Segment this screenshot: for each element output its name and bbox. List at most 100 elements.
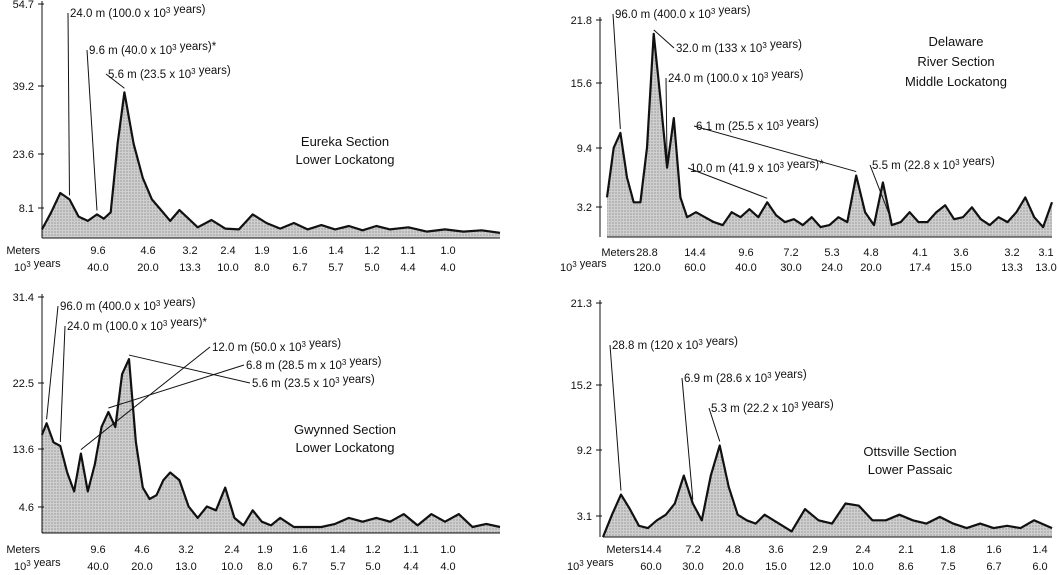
x-tick-label: 12.0 — [809, 561, 830, 573]
y-tick-label: 8.1 — [19, 203, 34, 215]
x-tick-label: 20.0 — [131, 561, 152, 573]
x-tick-label: 3.2 — [182, 245, 197, 257]
annotation-leader — [681, 377, 694, 500]
x-tick-label: 4.6 — [134, 544, 149, 556]
x-tick-label: 1.9 — [254, 245, 269, 257]
x-tick-label: 1.9 — [257, 544, 272, 556]
x-tick-label: 10.0 — [221, 561, 242, 573]
peak-annotation: 9.6 m (40.0 x 103 years)* — [89, 41, 217, 57]
peak-annotation: 12.0 m (50.0 x 103 years) — [212, 338, 341, 354]
x-tick-label: 5.7 — [330, 561, 345, 573]
annotation-leader — [665, 77, 668, 164]
x-tick-label: 1.0 — [440, 245, 455, 257]
x-tick-label: 60.0 — [684, 262, 705, 274]
x-tick-label: 120.0 — [633, 262, 661, 274]
x-tick-label: 30.0 — [682, 561, 703, 573]
x-tick-label: 30.0 — [780, 262, 801, 274]
x-tick-label: 6.0 — [1032, 561, 1047, 573]
section-title: Middle Lockatong — [905, 74, 1007, 89]
y-tick-label: 9.4 — [577, 143, 592, 155]
x-tick-label: 17.4 — [909, 262, 930, 274]
peak-annotation: 6.9 m (28.6 x 103 years) — [684, 369, 807, 385]
x-tick-label: 40.0 — [87, 262, 108, 274]
x-tick-label: 8.6 — [898, 561, 913, 573]
peak-annotation: 5.5 m (22.8 x 103 years) — [872, 156, 995, 172]
x-tick-label: 13.0 — [175, 561, 196, 573]
y-tick-label: 23.6 — [13, 149, 34, 161]
peak-annotation: 28.8 m (120 x 103 years) — [612, 336, 738, 352]
peak-annotation: 10.0 m (41.9 x 103 years)* — [690, 159, 824, 175]
section-title: River Section — [917, 54, 994, 69]
annotation-leader — [80, 346, 211, 450]
peak-annotation: 5.3 m (22.2 x 103 years) — [711, 399, 834, 415]
x-tick-label: 13.0 — [1035, 262, 1056, 274]
annotation-leader — [128, 354, 251, 384]
x-tick-label: 1.6 — [292, 544, 307, 556]
annotation-leader — [653, 29, 675, 49]
annotation-leader — [46, 305, 59, 420]
x-tick-label: 9.6 — [738, 247, 753, 259]
section-title: Delaware — [929, 34, 984, 49]
annotation-leader — [708, 407, 721, 442]
x-tick-label: 7.2 — [685, 544, 700, 556]
x-row-label: 103 years — [560, 258, 607, 274]
x-row-label: 103 years — [567, 557, 614, 573]
x-tick-label: 28.8 — [636, 247, 657, 259]
chart-panel-top-right: 21.8 15.6 9.4 3.2 Meters 28.8 14.4 9.6 7.2 5.3 4.8… — [560, 5, 1057, 274]
y-tick-label: 9.2 — [577, 445, 592, 457]
x-tick-label: 1.4 — [1032, 544, 1047, 556]
x-tick-label: 1.0 — [440, 544, 455, 556]
x-tick-label: 2.9 — [812, 544, 827, 556]
x-tick-label: 3.6 — [768, 544, 783, 556]
x-tick-label: 4.6 — [140, 245, 155, 257]
spectrum-line — [601, 444, 1053, 538]
x-tick-label: 2.4 — [855, 544, 870, 556]
peak-annotation: 6.1 m (25.5 x 103 years) — [696, 117, 819, 133]
x-tick-label: 1.2 — [365, 544, 380, 556]
annotation-leader — [59, 325, 66, 443]
x-row-label: 103 years — [14, 557, 61, 573]
x-tick-label: 3.6 — [953, 247, 968, 259]
x-row-label: 103 years — [14, 258, 61, 274]
x-tick-label: 3.2 — [178, 544, 193, 556]
spectrum-area — [607, 33, 1052, 237]
peak-annotation: 96.0 m (400.0 x 103 years) — [615, 5, 751, 21]
annotation-leader — [108, 364, 245, 409]
peak-annotation: 6.8 m (28.5 m x 103 years) — [246, 356, 382, 372]
peak-annotation: 96.0 m (400.0 x 103 years) — [60, 297, 196, 313]
x-tick-label: 9.6 — [90, 544, 105, 556]
section-title: Gwynned Section — [294, 422, 396, 437]
annotation-leader — [693, 125, 857, 173]
peak-annotation: 24.0 m (100.0 x 103 years)* — [67, 317, 208, 333]
spectrum-line — [41, 91, 501, 234]
section-title: Lower Lockatong — [295, 152, 394, 167]
x-tick-label: 7.5 — [940, 561, 955, 573]
annotation-leader — [612, 13, 621, 129]
x-tick-label: 10.0 — [852, 561, 873, 573]
x-tick-label: 10.0 — [217, 262, 238, 274]
x-row-label: Meters — [606, 544, 640, 556]
x-tick-label: 2.4 — [220, 245, 235, 257]
section-title: Ottsville Section — [863, 444, 956, 459]
annotation-leader — [105, 73, 125, 89]
x-tick-label: 15.0 — [765, 561, 786, 573]
x-tick-label: 5.0 — [365, 561, 380, 573]
section-title: Lower Lockatong — [295, 440, 394, 455]
x-tick-label: 20.0 — [722, 561, 743, 573]
x-tick-label: 6.7 — [292, 262, 307, 274]
x-tick-label: 13.3 — [179, 262, 200, 274]
x-tick-label: 3.2 — [1004, 247, 1019, 259]
annotation-leader — [869, 164, 893, 222]
chart-panel-top-left: 54.7 39.2 23.6 8.1 Meters 9.6 4.6 3.2 2.4 1.9 1.6 1… — [6, 0, 501, 274]
x-tick-label: 1.8 — [940, 544, 955, 556]
peak-annotation: 5.6 m (23.5 x 103 years) — [108, 65, 231, 81]
x-tick-label: 14.4 — [640, 544, 661, 556]
x-tick-label: 60.0 — [640, 561, 661, 573]
annotation-leader — [609, 344, 622, 491]
x-tick-label: 1.1 — [403, 544, 418, 556]
x-tick-label: 1.4 — [328, 245, 343, 257]
y-tick-label: 3.2 — [577, 202, 592, 214]
y-tick-label: 22.5 — [13, 378, 34, 390]
x-tick-label: 8.0 — [254, 262, 269, 274]
